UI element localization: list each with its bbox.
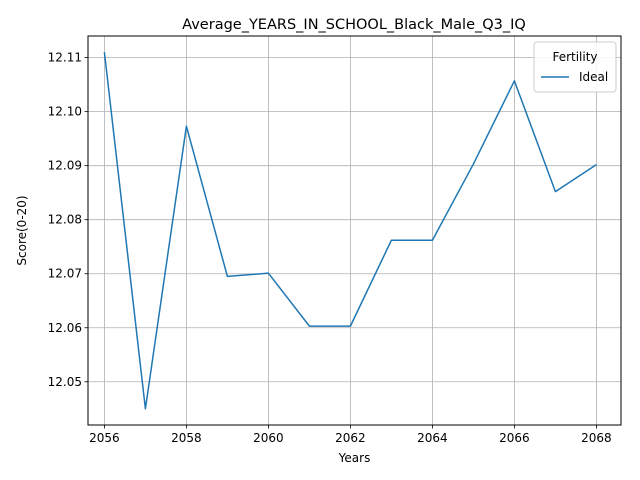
grid-lines	[88, 36, 621, 425]
y-tick-label: 12.09	[48, 159, 82, 173]
plot-area-frame	[87, 35, 622, 426]
series-layer	[103, 52, 597, 410]
y-axis-label: Score(0-20)	[15, 195, 29, 265]
legend-title: Fertility	[552, 50, 597, 64]
legend: Fertility Ideal	[533, 41, 617, 93]
legend-item-label: Ideal	[579, 70, 608, 84]
x-tick-label: 2066	[499, 431, 530, 445]
y-tick-label: 12.08	[48, 213, 82, 227]
y-tick-label: 12.05	[48, 375, 82, 389]
legend-box	[533, 41, 617, 93]
x-tick-label: 2060	[253, 431, 284, 445]
x-tick-label: 2056	[89, 431, 120, 445]
y-axis-ticks: 12.05 12.06 12.07 12.08 12.09 12.10 12.11	[48, 51, 88, 389]
x-axis-ticks: 2056 2058 2060 2062 2064 2066 2068	[89, 425, 612, 445]
x-tick-label: 2064	[417, 431, 448, 445]
y-tick-label: 12.11	[48, 51, 82, 65]
chart-title: Average_YEARS_IN_SCHOOL_Black_Male_Q3_IQ	[182, 17, 526, 33]
x-tick-label: 2068	[581, 431, 612, 445]
x-axis-label: Years	[338, 451, 371, 465]
x-tick-label: 2062	[335, 431, 366, 445]
x-tick-label: 2058	[171, 431, 202, 445]
y-tick-label: 12.06	[48, 321, 82, 335]
y-tick-label: 12.10	[48, 105, 82, 119]
y-tick-label: 12.07	[48, 267, 82, 281]
